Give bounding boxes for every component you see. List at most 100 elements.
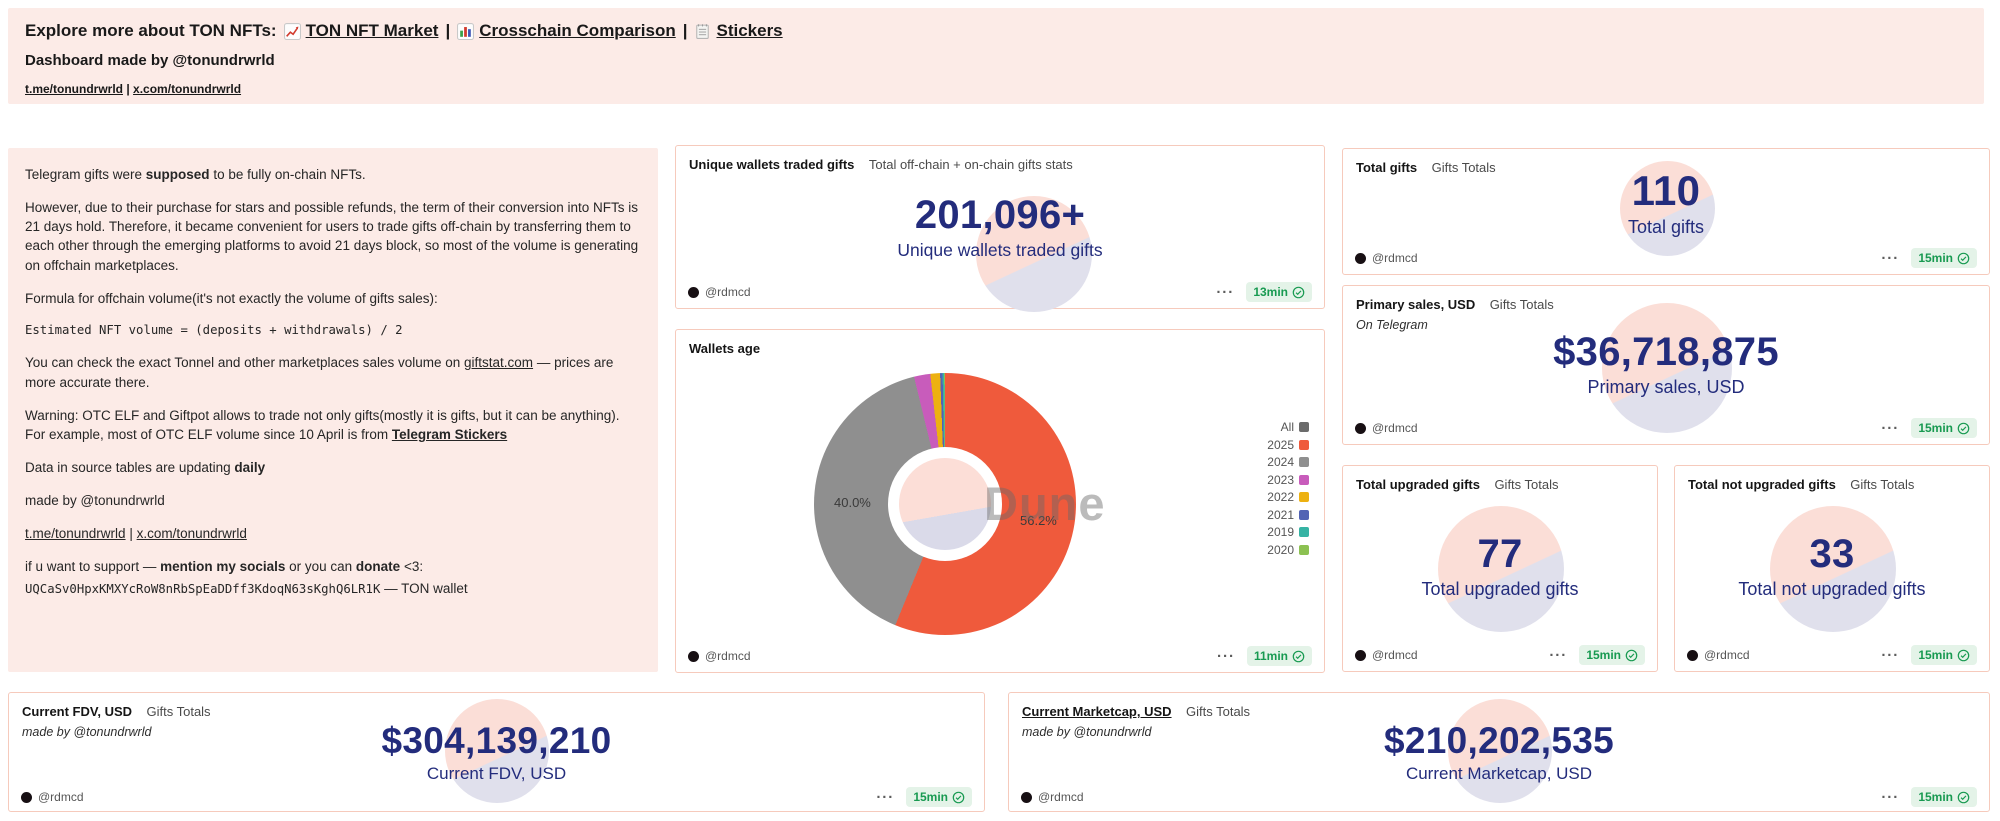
refresh-time-badge[interactable]: 15min (1579, 645, 1645, 665)
link-ton-nft-market[interactable]: TON NFT Market (283, 21, 438, 41)
panel-paragraph: made by @tonundrwrld (25, 493, 165, 509)
link-stickers[interactable]: Stickers (694, 21, 783, 41)
card-subtitle: made by @tonundrwrld (22, 725, 152, 739)
refresh-time-badge[interactable]: 15min (1911, 645, 1977, 665)
slice-label-2024: 40.0% (834, 495, 871, 510)
counter-label: Current FDV, USD (426, 764, 567, 783)
card-subtitle: made by @tonundrwrld (1022, 725, 1152, 739)
options-menu-icon[interactable]: ··· (1216, 647, 1235, 665)
refresh-time-badge[interactable]: 15min (1911, 248, 1977, 268)
options-menu-icon[interactable]: ··· (876, 788, 895, 806)
dune-watermark-text: Dune (984, 477, 1106, 530)
card-title[interactable]: Total not upgraded gifts (1688, 477, 1836, 492)
avatar[interactable] (1021, 791, 1032, 803)
chart-legend: All 2025 2024 2023 2022 2021 2019 2020 (1267, 420, 1309, 557)
card-title[interactable]: Total gifts (1356, 160, 1418, 175)
author-link[interactable]: @rdmcd (1038, 790, 1084, 804)
legend-swatch-icon (1299, 439, 1309, 450)
legend-item-2022[interactable]: 2022 (1267, 490, 1309, 504)
panel-paragraph: You can check the exact Tonnel and other… (25, 355, 614, 390)
options-menu-icon[interactable]: ··· (1881, 788, 1900, 806)
card-query-link[interactable]: Gifts Totals (1186, 704, 1251, 719)
legend-item-2021[interactable]: 2021 (1267, 508, 1309, 522)
card-title[interactable]: Unique wallets traded gifts (689, 157, 855, 172)
counter-value: 110 (1631, 167, 1701, 214)
avatar[interactable] (1355, 649, 1366, 661)
notepad-icon (696, 23, 710, 39)
legend-label: 2023 (1267, 472, 1294, 487)
panel-paragraph: However, due to their purchase for stars… (25, 200, 639, 273)
dune-watermark-circle (976, 196, 1092, 312)
author-link[interactable]: @rdmcd (1372, 648, 1418, 662)
avatar[interactable] (1687, 649, 1698, 661)
refresh-time-badge[interactable]: 15min (1911, 418, 1977, 438)
dune-watermark-circle (1448, 699, 1552, 803)
legend-item-2020[interactable]: 2020 (1267, 543, 1309, 557)
top-banner: Explore more about TON NFTs: TON NFT Mar… (8, 8, 1984, 104)
author-link[interactable]: @rdmcd (1372, 421, 1418, 435)
author-link[interactable]: @rdmcd (705, 649, 751, 663)
refresh-time-badge[interactable]: 15min (1911, 787, 1977, 807)
banner-separator: | (682, 21, 688, 40)
avatar[interactable] (21, 791, 32, 803)
card-title[interactable]: Primary sales, USD (1356, 297, 1476, 312)
card-query-link[interactable]: Gifts Totals (1850, 477, 1915, 492)
card-title[interactable]: Total upgraded gifts (1356, 477, 1480, 492)
legend-item-2023[interactable]: 2023 (1267, 473, 1309, 487)
legend-swatch-icon (1299, 527, 1309, 537)
link-x[interactable]: x.com/tonundrwrld (133, 82, 242, 96)
link-telegram[interactable]: t.me/tonundrwrld (25, 526, 126, 542)
card-query-link[interactable]: Gifts Totals (1431, 160, 1496, 175)
options-menu-icon[interactable]: ··· (1216, 283, 1235, 301)
refresh-time-badge[interactable]: 13min (1246, 282, 1312, 302)
link-telegram[interactable]: t.me/tonundrwrld (25, 82, 123, 96)
author-link[interactable]: @rdmcd (1372, 251, 1418, 265)
refresh-time-badge[interactable]: 15min (906, 787, 972, 807)
legend-item-2025[interactable]: 2025 (1267, 438, 1309, 452)
legend-item-2019[interactable]: 2019 (1267, 525, 1309, 539)
author-link[interactable]: @rdmcd (38, 790, 84, 804)
card-query-link[interactable]: Gifts Totals (1494, 477, 1559, 492)
options-menu-icon[interactable]: ··· (1881, 249, 1900, 267)
avatar[interactable] (688, 286, 699, 298)
options-menu-icon[interactable]: ··· (1549, 646, 1568, 664)
card-unique-wallets: Unique wallets traded gifts Total off-ch… (675, 145, 1325, 312)
card-total-gifts: Total gifts Gifts Totals 110 Total gifts… (1342, 148, 1990, 275)
dune-watermark-circle (1770, 506, 1896, 632)
card-primary-sales: Primary sales, USD Gifts Totals On Teleg… (1342, 285, 1990, 445)
card-query-link[interactable]: Total off-chain + on-chain gifts stats (868, 157, 1073, 172)
legend-item-all[interactable]: All (1281, 420, 1309, 434)
bar-chart-icon (457, 22, 475, 40)
card-title[interactable]: Wallets age (689, 341, 761, 356)
avatar[interactable] (1355, 252, 1366, 264)
options-menu-icon[interactable]: ··· (1881, 419, 1900, 437)
options-menu-icon[interactable]: ··· (1881, 646, 1900, 664)
avatar[interactable] (688, 650, 699, 662)
avatar[interactable] (1355, 422, 1366, 434)
link-x[interactable]: x.com/tonundrwrld (136, 526, 247, 542)
legend-label: 2025 (1267, 437, 1294, 452)
panel-paragraph: Data in source tables are updating daily (25, 460, 266, 476)
counter-label: Total not upgraded gifts (1738, 578, 1926, 599)
author-link[interactable]: @rdmcd (705, 285, 751, 299)
legend-swatch-icon (1299, 509, 1309, 520)
legend-swatch-icon (1299, 544, 1309, 555)
check-circle-icon (1957, 649, 1970, 661)
legend-item-2024[interactable]: 2024 (1267, 455, 1309, 469)
card-title[interactable]: Current Marketcap, USD (1022, 704, 1172, 719)
card-current-fdv: Current FDV, USD Gifts Totals made by @t… (8, 692, 985, 812)
card-title[interactable]: Current FDV, USD (22, 704, 133, 719)
link-crosschain-comparison[interactable]: Crosschain Comparison (457, 21, 676, 41)
card-query-link[interactable]: Gifts Totals (1489, 297, 1554, 312)
counter-value: $304,139,210 (381, 720, 612, 761)
panel-paragraph: if u want to support — mention my social… (25, 559, 424, 575)
link-giftstat[interactable]: giftstat.com (464, 355, 534, 371)
counter-value: 77 (1477, 531, 1523, 576)
link-telegram-stickers[interactable]: Telegram Stickers (391, 426, 508, 442)
author-link[interactable]: @rdmcd (1704, 648, 1750, 662)
legend-label: All (1280, 420, 1294, 434)
counter-label: Current Marketcap, USD (1405, 764, 1593, 783)
card-query-link[interactable]: Gifts Totals (146, 704, 211, 719)
refresh-time-badge[interactable]: 11min (1246, 646, 1312, 666)
dune-watermark-circle (1620, 161, 1715, 256)
